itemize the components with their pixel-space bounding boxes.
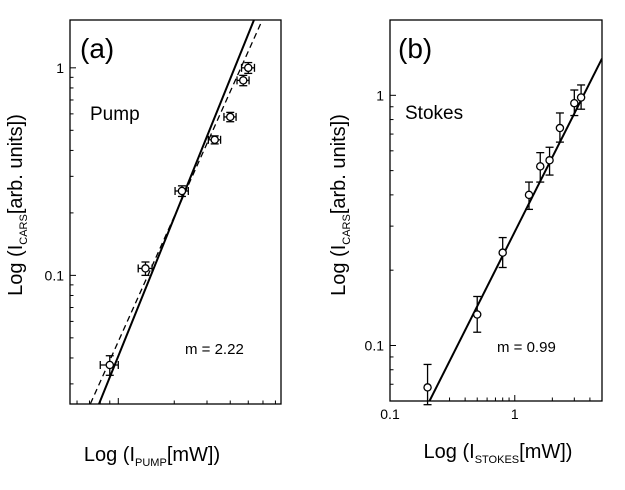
y-tick-label-b-0: 0.1	[365, 337, 385, 353]
data-point-b-6	[555, 112, 565, 143]
fit-lines-a	[89, 20, 264, 404]
y-axis-title-b-prefix: Log (I	[328, 245, 350, 296]
data-point-a-1	[137, 261, 153, 277]
ticks-a: 0.11	[45, 60, 276, 404]
plot-frame-a	[69, 19, 282, 405]
data-point-b-7	[570, 89, 579, 117]
series-label-b: Stokes	[405, 103, 463, 124]
marker-a-6	[244, 63, 253, 73]
marker-a-0	[105, 360, 115, 370]
x-axis-title-a-prefix: Log (I	[84, 444, 135, 466]
marker-a-3	[210, 135, 219, 145]
panel-b: 0.110.1 1 (b) Stokes m = 0.99 Log (ISTOKE…	[328, 19, 603, 466]
y-axis-title-b-suffix: [arb. units])	[328, 114, 350, 214]
marker-b-3	[524, 190, 534, 200]
marker-a-2	[177, 186, 187, 196]
points-b	[423, 84, 586, 406]
marker-b-5	[545, 156, 554, 165]
data-point-b-5	[545, 146, 554, 176]
y-tick-label-a-0: 0.1	[45, 267, 65, 283]
y-axis-title-a-sub: CARS	[18, 214, 30, 245]
y-tick-label-a-1: 1	[56, 60, 64, 76]
data-point-b-0	[423, 363, 432, 406]
x-tick-label-b-1: 1	[511, 406, 519, 422]
marker-a-4	[225, 112, 235, 122]
x-axis-title-b: Log (ISTOKES[mW])	[424, 441, 573, 466]
marker-b-1	[472, 310, 482, 319]
marker-b-4	[536, 162, 545, 171]
panel-label-b: (b)	[398, 33, 432, 64]
data-point-a-3	[207, 135, 222, 145]
panel-label-a: (a)	[80, 33, 114, 64]
x-axis-title-b-sub: STOKES	[475, 454, 519, 466]
data-point-a-0	[99, 355, 119, 376]
marker-b-2	[498, 248, 507, 257]
slope-annotation-a: m = 2.22	[185, 341, 244, 358]
data-point-a-4	[223, 111, 237, 123]
x-axis-title-a: Log (IPUMP[mW])	[84, 444, 220, 469]
data-point-b-8	[576, 84, 586, 110]
x-axis-title-b-prefix: Log (I	[424, 441, 475, 463]
y-axis-title-a-prefix: Log (I	[5, 245, 27, 296]
data-point-b-4	[536, 151, 545, 183]
marker-b-7	[570, 98, 579, 108]
fit-lines-b	[428, 58, 602, 401]
marker-b-8	[576, 93, 586, 102]
marker-a-5	[239, 76, 248, 85]
data-point-b-1	[472, 295, 482, 333]
series-label-a: Pump	[90, 104, 140, 125]
data-point-b-2	[498, 236, 507, 269]
fit-line-a	[97, 20, 256, 404]
data-point-a-2	[174, 185, 189, 198]
x-tick-label-b-0: 0.1	[380, 406, 400, 422]
points-a	[99, 61, 256, 376]
data-point-a-5	[236, 74, 250, 87]
marker-b-6	[555, 123, 565, 133]
x-axis-title-a-suffix: [mW])	[167, 444, 220, 466]
x-axis-title-b-suffix: [mW])	[519, 441, 572, 463]
marker-a-1	[141, 264, 150, 273]
slope-annotation-b: m = 0.99	[497, 339, 556, 356]
ticks-b: 0.1 1 0.1 1	[365, 19, 603, 422]
y-axis-title-b: Log (ICARS[arb. units])	[328, 114, 353, 296]
x-axis-title-a-sub: PUMP	[135, 457, 167, 469]
panel-a: 0.11 (a) Pump m = 2.22 Log (IPUMP[mW]) L…	[5, 19, 282, 469]
y-axis-title-a: Log (ICARS[arb. units])	[5, 114, 30, 296]
marker-b-0	[423, 383, 432, 392]
fit-line-b	[428, 58, 602, 401]
dashed-reference-line-a	[89, 20, 264, 404]
y-axis-title-b-sub: CARS	[341, 214, 353, 245]
data-point-b-3	[524, 181, 534, 211]
y-axis-title-a-suffix: [arb. units])	[5, 114, 27, 214]
plot-frame-b	[389, 19, 603, 402]
data-point-a-6	[240, 61, 256, 75]
y-tick-label-b-1: 1	[376, 87, 384, 103]
